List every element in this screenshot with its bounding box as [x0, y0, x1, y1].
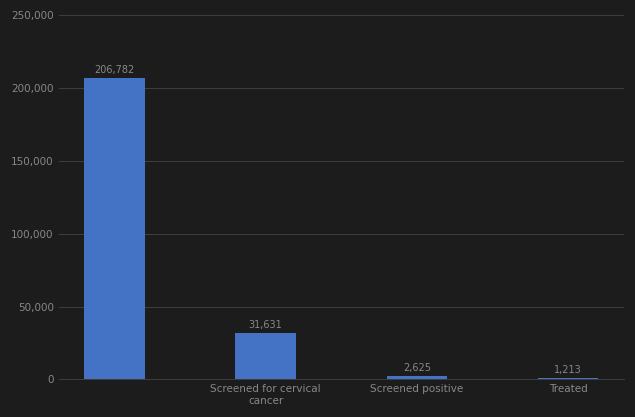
Text: 31,631: 31,631 — [249, 320, 283, 330]
Text: 2,625: 2,625 — [403, 363, 431, 373]
Text: 206,782: 206,782 — [95, 65, 135, 75]
Bar — [84, 78, 145, 379]
Text: 1,213: 1,213 — [554, 365, 582, 375]
Bar — [236, 333, 296, 379]
Bar — [538, 378, 598, 379]
Bar — [387, 376, 447, 379]
